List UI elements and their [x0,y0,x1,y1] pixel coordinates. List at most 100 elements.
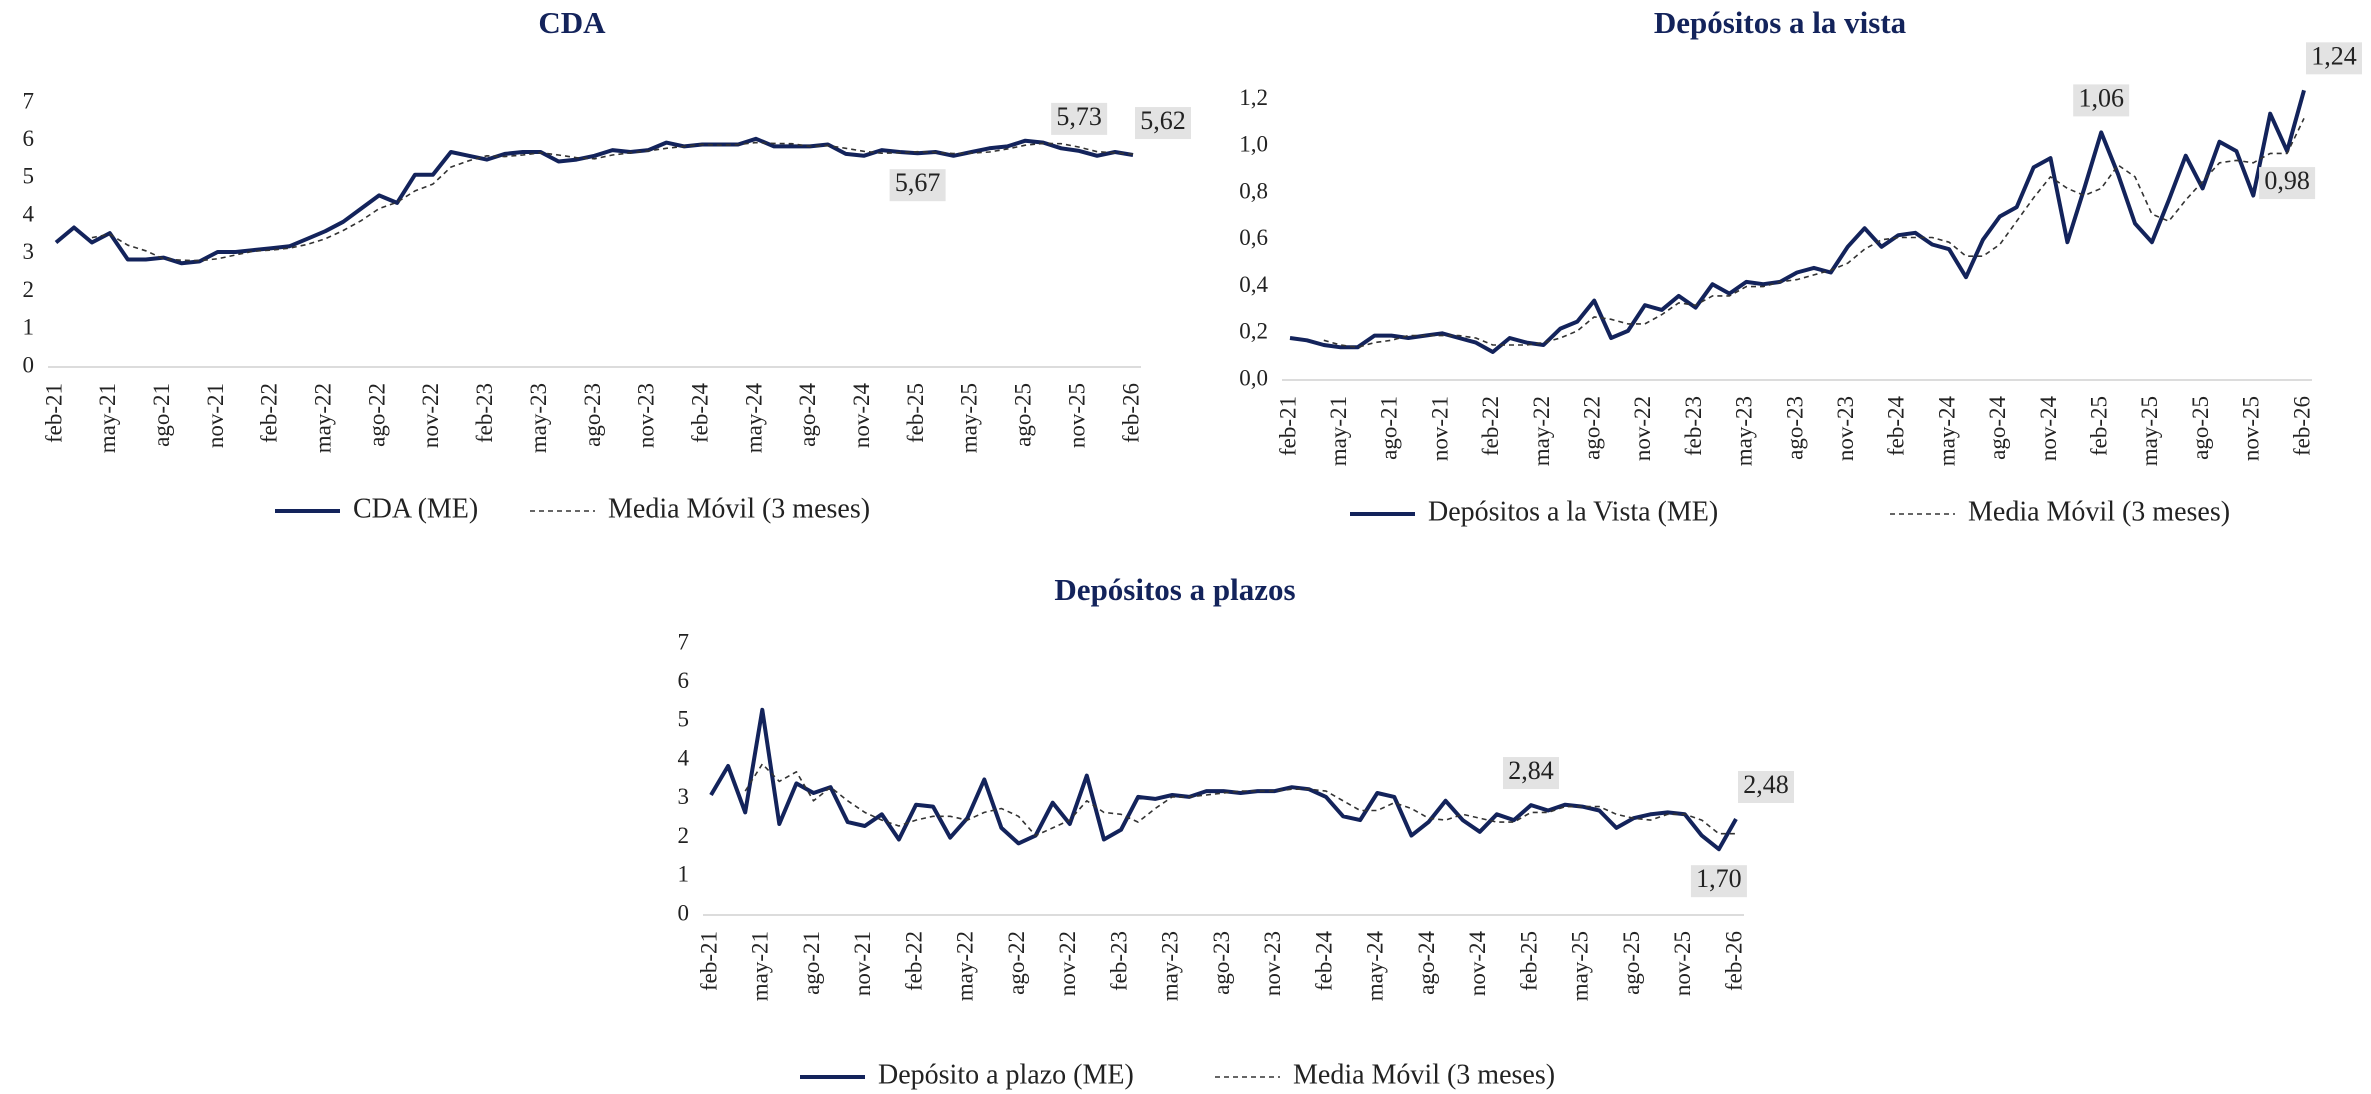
y-tick-label: 2 [678,823,690,848]
x-tick-label: may-22 [311,383,336,453]
value-label-text: 0,98 [2264,166,2310,195]
legend-label: Media Móvil (3 meses) [1293,1059,1555,1090]
y-tick-label: 1 [23,315,35,340]
value-label-text: 5,62 [1140,106,1186,135]
legend-label: Depósito a plazo (ME) [878,1059,1134,1090]
value-label-text: 1,06 [2078,83,2124,112]
x-tick-label: nov-23 [1260,931,1285,996]
x-tick-label: ago-22 [364,383,389,447]
x-tick-label: nov-23 [634,383,659,448]
x-tick-label: feb-26 [1118,383,1143,443]
y-tick-label: 0 [23,352,35,377]
y-tick-label: 6 [678,668,690,693]
x-tick-label: nov-25 [1670,931,1695,996]
x-tick-label: feb-22 [901,931,926,991]
value-label-bg [889,169,946,202]
x-tick-label: may-23 [1732,396,1757,466]
legend-label: CDA (ME) [353,493,478,524]
x-tick-label: nov-21 [203,383,228,448]
x-tick-label: ago-21 [1377,396,1402,460]
x-tick-label: ago-22 [1579,396,1604,460]
series-line [709,707,1738,852]
legend-label: Media Móvil (3 meses) [608,493,870,524]
y-tick-label: 7 [678,629,690,654]
value-label-bg [1690,865,1747,898]
value-label-text: 2,84 [1508,756,1554,785]
x-tick-label: ago-23 [1209,931,1234,995]
x-tick-label: ago-23 [580,383,605,447]
legend-label: Depósitos a la Vista (ME) [1428,496,1718,527]
x-tick-label: may-24 [1363,931,1388,1002]
x-tick-label: may-23 [526,383,551,453]
y-tick-label: 1 [678,862,690,887]
chart-title: Depósitos a plazos [1054,572,1295,607]
x-tick-label: ago-25 [1619,931,1644,995]
x-tick-label: nov-24 [2036,396,2061,462]
value-label: 2,84 [1503,756,1559,790]
y-tick-label: 0,4 [1239,272,1268,297]
x-tick-label: feb-21 [696,931,721,991]
x-tick-label: ago-21 [149,383,174,447]
x-tick-label: feb-25 [903,383,928,443]
value-label: 1,24 [2306,41,2362,75]
x-tick-label: nov-22 [418,383,443,448]
value-label: 5,62 [1135,106,1191,140]
x-tick-label: feb-24 [1311,931,1336,992]
x-tick-label: feb-25 [2086,396,2111,456]
x-tick-label: ago-25 [1011,383,1036,447]
value-label-text: 1,24 [2311,41,2357,70]
y-tick-label: 3 [23,239,35,264]
x-tick-label: nov-24 [849,383,874,449]
series-line [1289,89,2306,354]
value-label-text: 5,67 [895,168,941,197]
y-tick-label: 0 [678,900,690,925]
x-tick-label: ago-24 [795,383,820,447]
chart-title: Depósitos a la vista [1654,5,1907,40]
value-label-bg [1503,757,1559,790]
x-tick-label: may-25 [1568,931,1593,1001]
value-label-bg [1135,107,1191,140]
x-tick-label: nov-25 [1064,383,1089,448]
x-tick-label: may-22 [1529,396,1554,466]
x-tick-label: feb-23 [1106,931,1131,991]
moving-average-line [1323,118,2305,349]
value-label-text: 5,73 [1056,102,1102,131]
x-tick-label: ago-24 [1985,396,2010,460]
y-tick-label: 5 [23,164,35,189]
x-tick-label: ago-25 [2188,396,2213,460]
value-label: 1,70 [1690,864,1747,898]
value-label-text: 2,48 [1743,770,1789,799]
y-tick-label: 0,8 [1239,178,1268,203]
x-tick-label: feb-22 [257,383,282,443]
x-tick-label: nov-22 [1630,396,1655,461]
series-line [54,136,1134,266]
x-tick-label: feb-24 [1884,396,1909,457]
x-tick-label: nov-24 [1465,931,1490,997]
value-label: 1,06 [2073,83,2130,117]
x-tick-label: ago-23 [1782,396,1807,460]
x-tick-label: feb-22 [1478,396,1503,456]
y-tick-label: 4 [23,201,35,226]
moving-average-line [744,763,1736,837]
x-tick-label: nov-25 [2239,396,2264,461]
value-label-bg [1051,102,1108,135]
value-label-bg [2259,167,2316,200]
chart-title: CDA [538,5,606,40]
x-tick-label: ago-21 [799,931,824,995]
x-tick-label: may-24 [1934,396,1959,467]
x-tick-label: nov-22 [1055,931,1080,996]
x-tick-label: feb-23 [1681,396,1706,456]
x-tick-label: feb-25 [1516,931,1541,991]
x-tick-label: feb-26 [2289,396,2314,456]
x-tick-label: ago-22 [1004,931,1029,995]
x-tick-label: nov-21 [1427,396,1452,461]
x-tick-label: nov-21 [850,931,875,996]
value-label-bg [2306,42,2362,75]
y-tick-label: 6 [23,126,35,151]
y-tick-label: 0,0 [1239,365,1268,390]
value-label: 0,98 [2259,166,2316,200]
x-tick-label: feb-23 [472,383,497,443]
x-tick-label: feb-26 [1721,931,1746,991]
x-tick-label: may-22 [953,931,978,1001]
